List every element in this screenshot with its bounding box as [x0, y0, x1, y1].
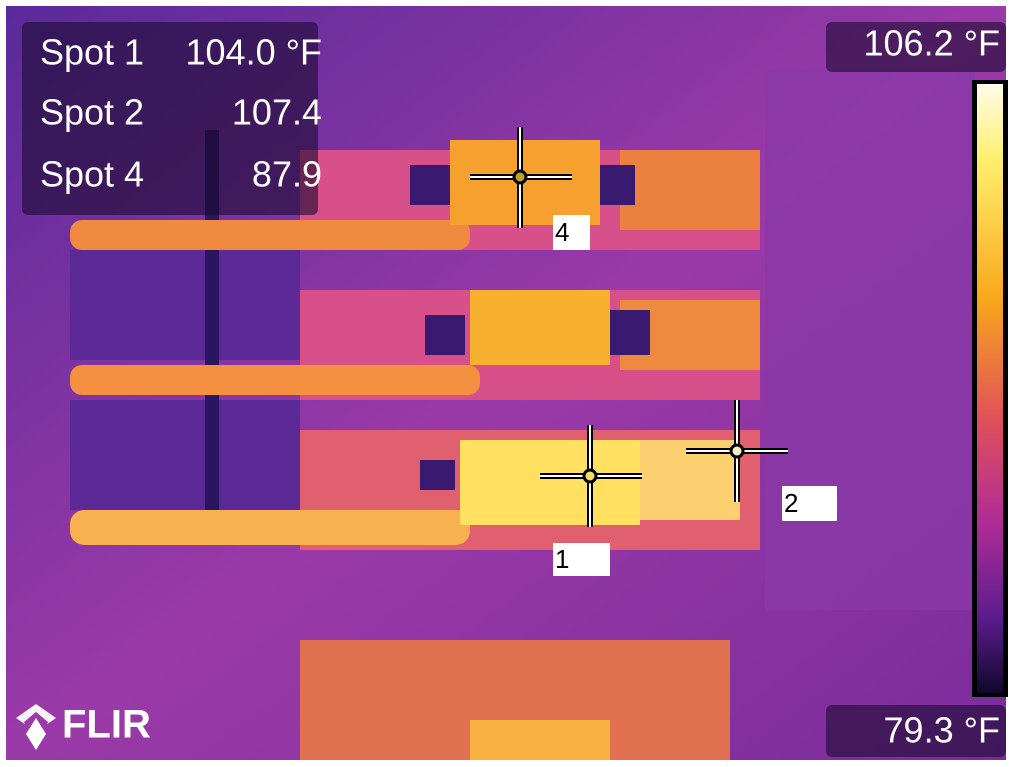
breaker-block — [620, 150, 760, 230]
spot-label: Spot 4 — [40, 154, 144, 195]
marker-box — [553, 215, 590, 250]
terminal — [410, 165, 450, 205]
terminal — [600, 165, 635, 205]
crosshair — [686, 400, 788, 502]
crosshair — [540, 425, 642, 527]
dark-area — [70, 250, 300, 360]
breaker-block — [470, 290, 610, 365]
colorbar — [977, 84, 1003, 693]
lower-block — [470, 720, 610, 760]
cable — [70, 365, 480, 395]
spot-value: 87.9 — [252, 154, 322, 195]
marker-box — [553, 543, 610, 576]
marker-box — [782, 486, 837, 521]
cable — [70, 510, 470, 545]
marker-label: 4 — [555, 217, 569, 247]
dark-area — [70, 400, 300, 510]
terminal — [425, 315, 465, 355]
spot-label: Spot 1 — [40, 32, 144, 73]
spot-value: 104.0 °F — [186, 32, 322, 73]
terminal — [610, 310, 650, 355]
marker-label: 1 — [555, 544, 569, 574]
spot-panel — [22, 22, 318, 215]
logo-mark — [16, 704, 56, 752]
cable — [70, 220, 470, 250]
crosshair — [470, 127, 572, 228]
scale-max: 106.2 °F — [864, 23, 1000, 64]
marker-label: 2 — [784, 488, 798, 518]
min-box — [826, 705, 1006, 757]
panel — [765, 70, 975, 610]
max-box — [826, 22, 1006, 72]
breaker-block — [460, 440, 640, 525]
scale-min: 79.3 °F — [884, 710, 1000, 751]
spot-value: 107.4 — [232, 92, 322, 133]
spot-label: Spot 2 — [40, 92, 144, 133]
terminal — [420, 460, 455, 490]
logo: FLIR — [62, 703, 151, 747]
